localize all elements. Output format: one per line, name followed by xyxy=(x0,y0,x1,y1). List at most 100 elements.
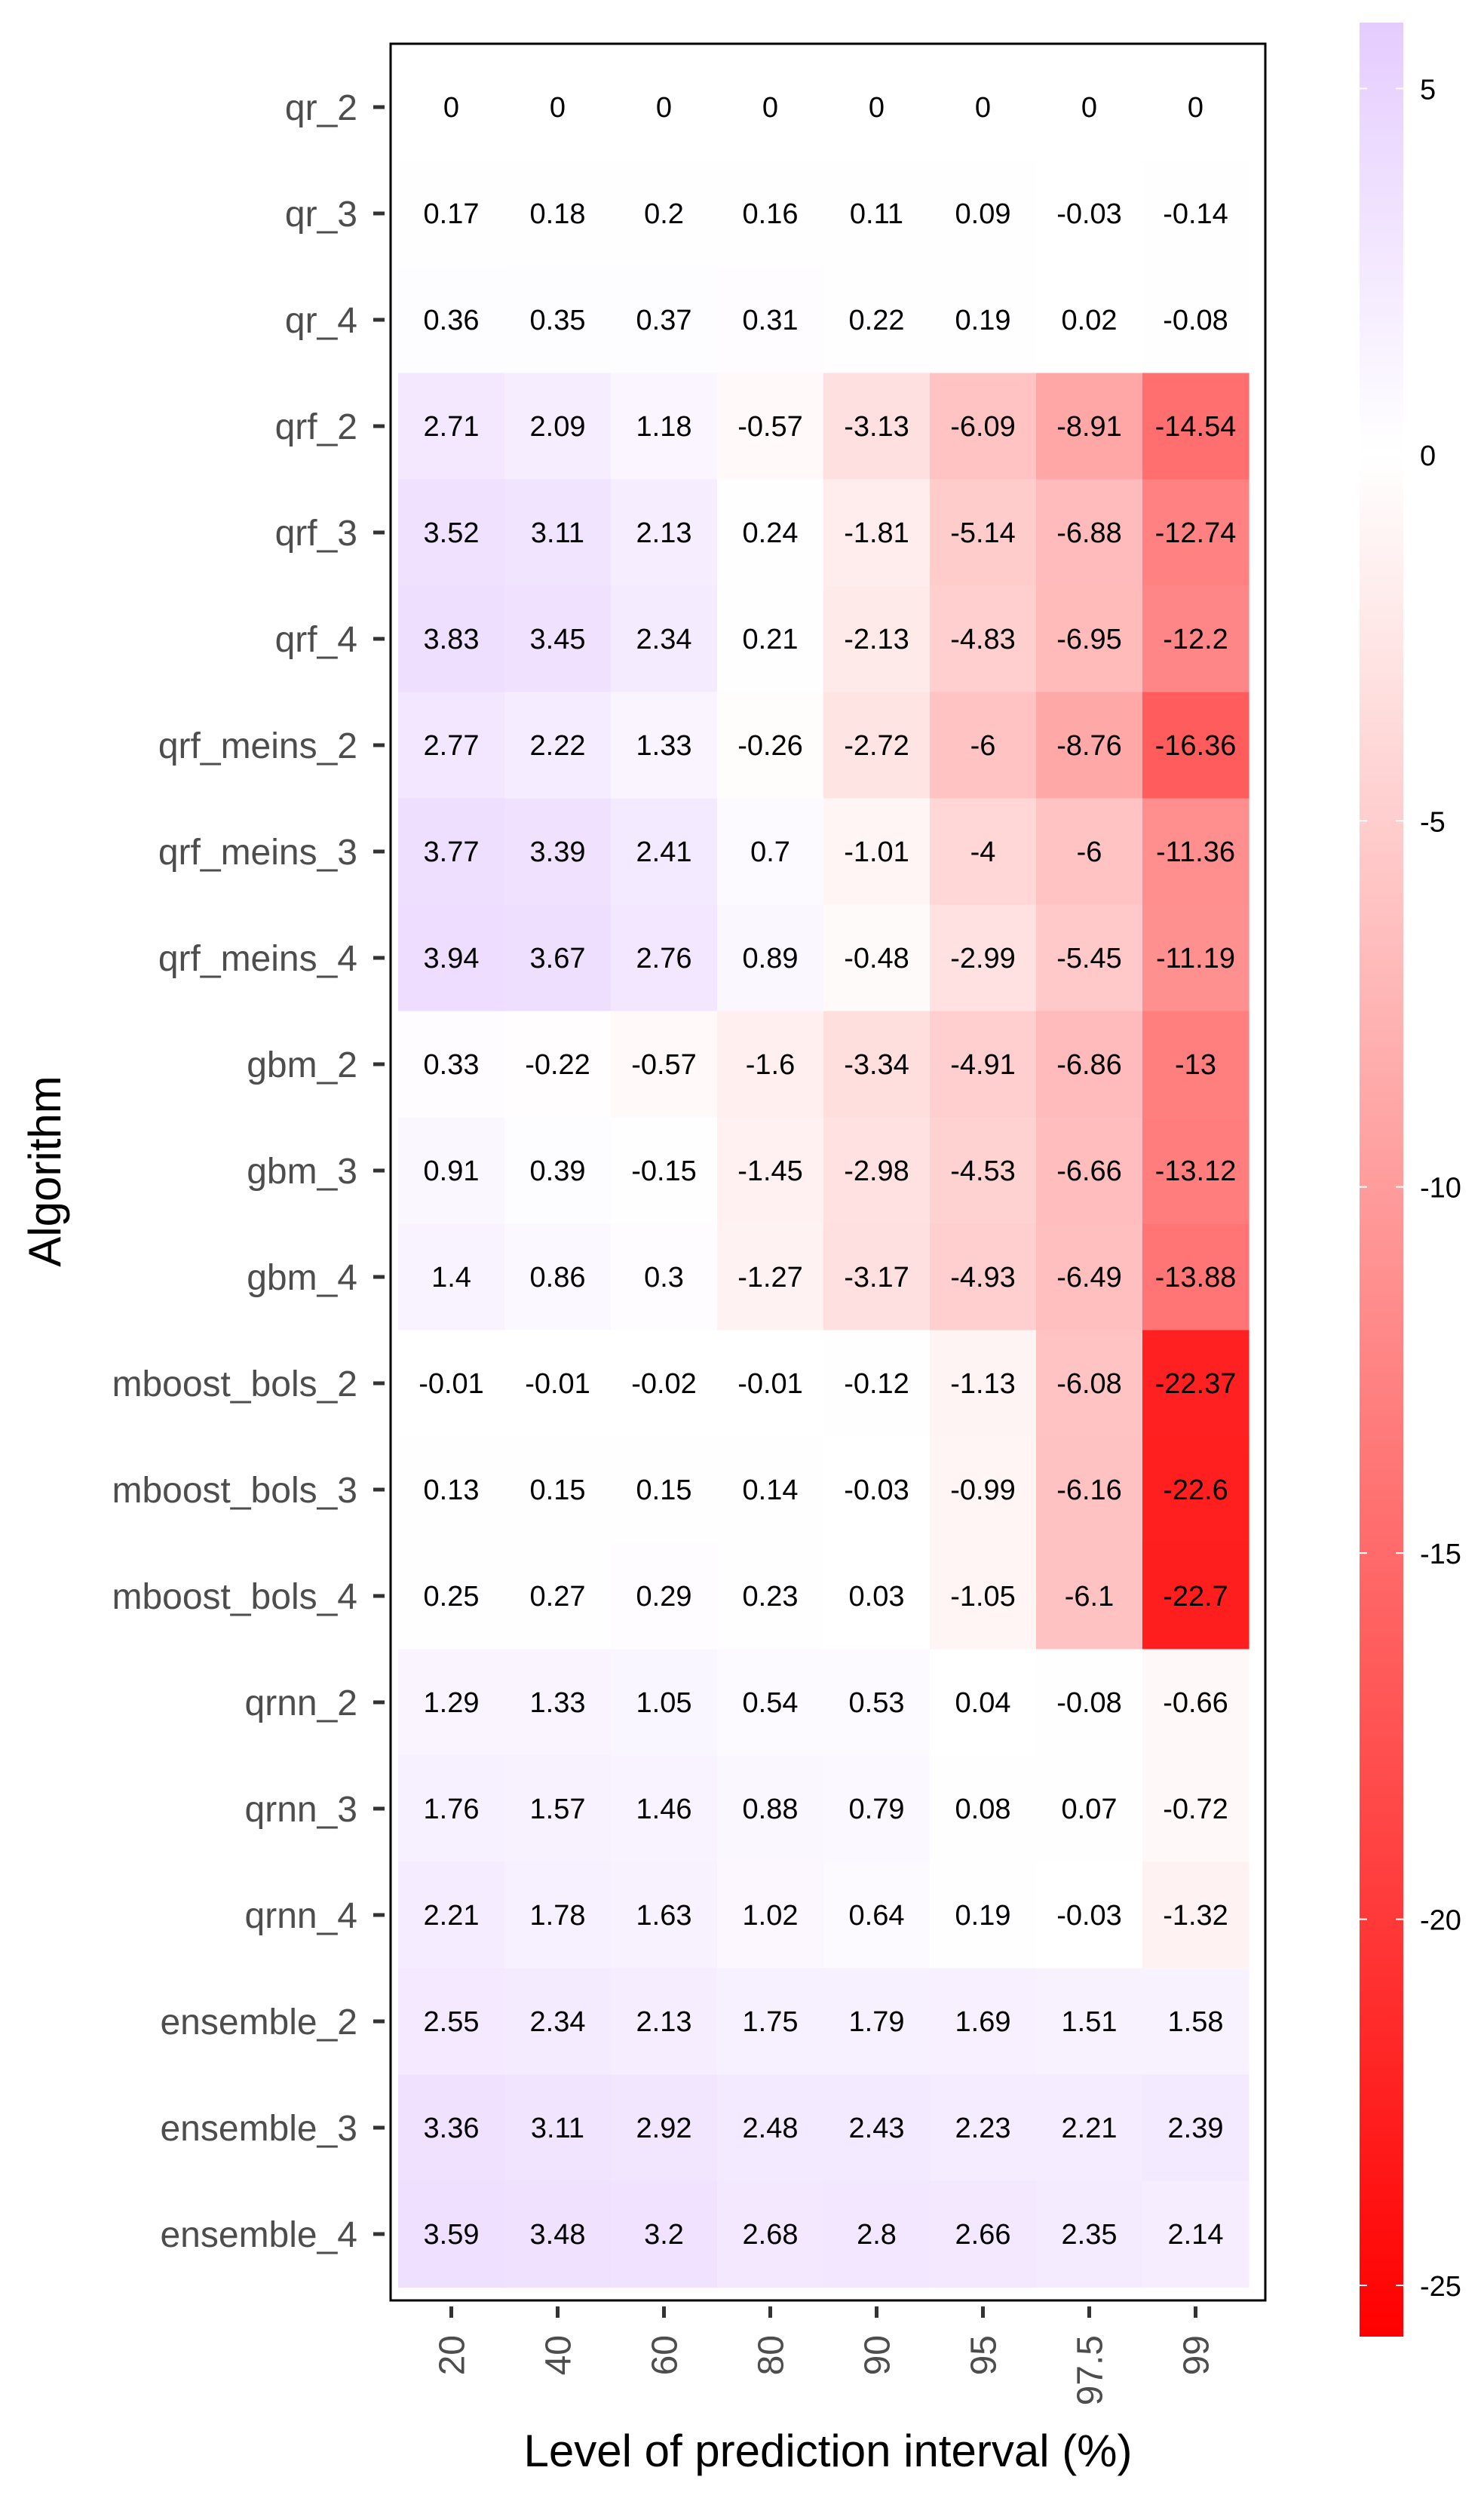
cell-value-label: 2.76 xyxy=(636,943,692,974)
cell-value-label: -6.08 xyxy=(1056,1368,1122,1400)
cell-value-label: 0.37 xyxy=(636,305,692,336)
y-tick-label: gbm_3 xyxy=(247,1152,357,1192)
heatmap-cell xyxy=(717,160,824,268)
cell-value-label: -13.12 xyxy=(1155,1155,1237,1187)
heatmap-cell xyxy=(611,904,718,1012)
y-tick-label: qrnn_4 xyxy=(245,1896,357,1936)
heatmap-cell xyxy=(717,585,824,693)
cell-value-label: 0.35 xyxy=(530,305,586,336)
heatmap-cell xyxy=(1142,1330,1249,1438)
cell-value-label: 1.63 xyxy=(636,1900,692,1932)
heatmap-cell xyxy=(611,692,718,799)
heatmap-cell xyxy=(1142,798,1249,906)
y-tick-label: qrf_meins_3 xyxy=(158,833,357,873)
cell-value-label: 1.18 xyxy=(636,411,692,443)
heatmap-cell xyxy=(717,904,824,1012)
heatmap-cell xyxy=(930,266,1037,374)
cell-value-label: 2.22 xyxy=(530,730,586,762)
heatmap-cell xyxy=(1142,160,1249,268)
cell-value-label: 1.33 xyxy=(530,1687,586,1719)
cell-value-label: 0.23 xyxy=(743,1581,799,1613)
heatmap-cell xyxy=(823,1649,931,1757)
heatmap-cell xyxy=(611,2074,718,2182)
heatmap-cell xyxy=(504,1117,612,1225)
cell-value-label: 2.21 xyxy=(1062,2113,1118,2144)
cell-value-label: -0.03 xyxy=(1056,198,1122,230)
cell-value-label: -6.16 xyxy=(1056,1475,1122,1506)
heatmap-cell xyxy=(823,479,931,587)
cell-value-label: -8.91 xyxy=(1056,411,1122,443)
y-tick-label: qrf_meins_4 xyxy=(158,939,357,979)
heatmap-cell xyxy=(1142,2180,1249,2288)
cell-value-label: 0 xyxy=(1081,92,1097,124)
heatmap-cell xyxy=(717,266,824,374)
cell-value-label: 2.8 xyxy=(857,2219,897,2251)
cell-value-label: 3.2 xyxy=(644,2219,684,2251)
heatmap-cell xyxy=(398,1755,505,1863)
cell-value-label: 0.36 xyxy=(424,305,480,336)
y-tick-label: ensemble_2 xyxy=(160,2002,357,2042)
colorbar-tick-label: -15 xyxy=(1420,1539,1461,1570)
heatmap-cell xyxy=(1142,1117,1249,1225)
heatmap-cell xyxy=(1036,2180,1143,2288)
cell-value-label: -0.01 xyxy=(737,1368,803,1400)
heatmap-cell xyxy=(398,1436,505,1544)
cell-value-label: 1.78 xyxy=(530,1900,586,1932)
cell-value-label: -0.99 xyxy=(950,1475,1016,1506)
heatmap-cell xyxy=(717,54,824,161)
cell-value-label: 3.59 xyxy=(424,2219,480,2251)
cell-value-label: -14.54 xyxy=(1155,411,1237,443)
heatmap-cell xyxy=(717,1011,824,1119)
cell-value-label: 0.14 xyxy=(743,1475,799,1506)
cell-value-label: 1.75 xyxy=(743,2006,799,2038)
heatmap-cell xyxy=(1036,1649,1143,1757)
cell-value-label: 3.11 xyxy=(531,2113,584,2144)
cell-value-label: -1.05 xyxy=(950,1581,1016,1613)
heatmap-cell xyxy=(398,692,505,799)
cell-value-label: 2.55 xyxy=(424,2006,480,2038)
heatmap-cell xyxy=(717,1649,824,1757)
heatmap-cell xyxy=(930,160,1037,268)
cell-value-label: -5.14 xyxy=(950,517,1016,549)
heatmap-cell xyxy=(1036,585,1143,693)
heatmap-cell xyxy=(611,1755,718,1863)
heatmap-cell xyxy=(930,1861,1037,1969)
colorbar-tick-label: 0 xyxy=(1420,440,1436,472)
heatmap-cell xyxy=(823,904,931,1012)
heatmap-cell xyxy=(823,692,931,799)
heatmap-cell xyxy=(823,1117,931,1225)
colorbar-tick-label: 5 xyxy=(1420,74,1436,106)
cell-value-label: -12.2 xyxy=(1163,624,1228,655)
cell-value-label: -0.02 xyxy=(631,1368,697,1400)
colorbar-gradient xyxy=(1360,23,1403,2337)
heatmap-cell xyxy=(1036,160,1143,268)
heatmap-cell xyxy=(1142,373,1249,480)
cell-value-label: 3.11 xyxy=(531,517,584,549)
cell-value-label: 0 xyxy=(975,92,991,124)
y-tick-label: mboost_bols_2 xyxy=(112,1364,357,1404)
cell-value-label: -2.13 xyxy=(844,624,909,655)
y-tick-label: qr_2 xyxy=(285,88,357,128)
cell-value-label: -11.19 xyxy=(1156,943,1235,974)
heatmap-cell xyxy=(717,1117,824,1225)
colorbar-tick-label: -25 xyxy=(1420,2271,1461,2303)
cell-value-label: -16.36 xyxy=(1155,730,1237,762)
heatmap-cell xyxy=(1036,692,1143,799)
heatmap-cell xyxy=(504,798,612,906)
heatmap-cell xyxy=(504,1649,612,1757)
heatmap-cell xyxy=(611,479,718,587)
cell-value-label: -3.17 xyxy=(844,1262,909,1294)
cell-value-label: 2.13 xyxy=(636,517,692,549)
y-axis: qr_2 qr_3 qr_4 qrf_2 qrf_3 qrf_4 qrf_meins_2qr… xyxy=(112,88,385,2255)
heatmap-cell xyxy=(504,1330,612,1438)
cell-value-label: -0.66 xyxy=(1163,1687,1228,1719)
cell-value-label: -6.1 xyxy=(1065,1581,1114,1613)
cell-value-label: 1.58 xyxy=(1168,2006,1224,2038)
y-tick-label: gbm_4 xyxy=(247,1258,357,1298)
cell-value-label: -0.03 xyxy=(1056,1900,1122,1932)
cell-value-label: -6.95 xyxy=(1056,624,1122,655)
cell-value-label: 1.05 xyxy=(636,1687,692,1719)
heatmap-cell xyxy=(504,2074,612,2182)
cell-value-label: -6.66 xyxy=(1056,1155,1122,1187)
cell-value-label: 0.27 xyxy=(530,1581,586,1613)
